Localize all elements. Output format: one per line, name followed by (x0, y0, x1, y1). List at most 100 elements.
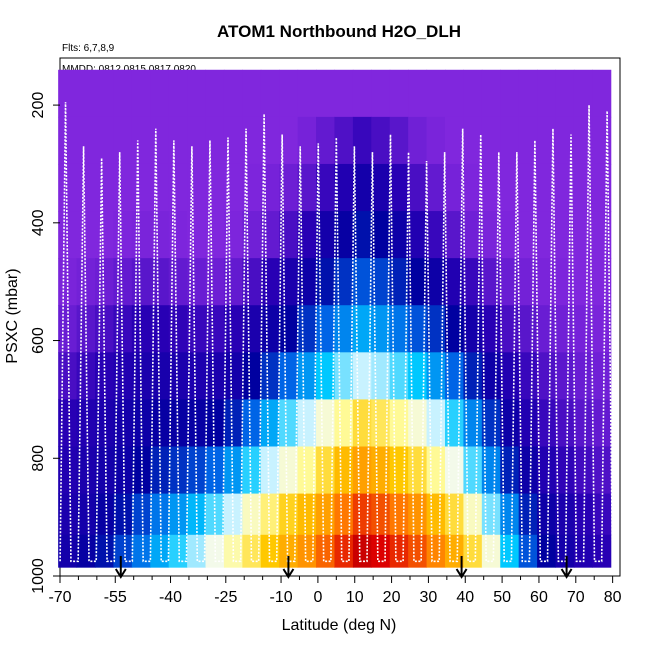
x-tick-label: 50 (493, 589, 511, 606)
heatmap-cell (426, 493, 446, 536)
heatmap-cell (58, 399, 78, 447)
heatmap-cell (131, 211, 151, 259)
heatmap-cell (316, 534, 335, 568)
profile-arrows (114, 556, 573, 579)
profile-arrow-head (282, 568, 295, 579)
heatmap-cell (187, 163, 207, 212)
heatmap-cell (58, 116, 78, 165)
heatmap-cell (242, 69, 262, 118)
heatmap-cell (279, 534, 299, 568)
heatmap-cell (223, 69, 243, 118)
heatmap-cell (58, 352, 78, 400)
heatmap-cell (481, 116, 501, 165)
profile-arrow-head (455, 568, 468, 579)
heatmap-cell (223, 399, 243, 447)
flight-track (59, 102, 614, 563)
heatmap-cell (76, 446, 96, 495)
heatmap-cell (481, 493, 501, 536)
heatmap-cell (445, 116, 464, 165)
heatmap-cell (592, 211, 612, 259)
heatmap-cell (316, 69, 335, 118)
heatmap-cell (408, 399, 428, 447)
heatmap-cell (95, 211, 114, 259)
heatmap-cell (150, 305, 170, 353)
heatmap-cell (242, 258, 262, 306)
heatmap-cell (260, 534, 280, 568)
heatmap-cell (555, 399, 575, 447)
heatmap-cell (592, 305, 612, 353)
heatmap-cell (408, 305, 428, 353)
heatmap-cell (316, 211, 335, 259)
heatmap-cell (95, 534, 114, 568)
heatmap-cell (150, 69, 170, 118)
heatmap-cell (58, 163, 78, 212)
heatmap-cell (316, 305, 335, 353)
heatmap-cell (463, 211, 483, 259)
x-tick-label: 70 (567, 589, 585, 606)
heatmap-cell (408, 493, 428, 536)
heatmap-cell (334, 399, 354, 447)
x-tick-label: -40 (159, 589, 182, 606)
heatmap-cell (426, 116, 446, 165)
heatmap-cell (371, 116, 391, 165)
heatmap-cell (187, 399, 207, 447)
heatmap-cell (297, 163, 317, 212)
heatmap-cell (260, 352, 280, 400)
heatmap-cell (463, 399, 483, 447)
heatmap-cell (500, 493, 520, 536)
heatmap-cell (113, 305, 133, 353)
heatmap-cell (500, 258, 520, 306)
heatmap-cell (223, 446, 243, 495)
heatmap-cell (187, 446, 207, 495)
heatmap-cell (518, 305, 538, 353)
heatmap-cell (481, 305, 501, 353)
heatmap-cell (113, 258, 133, 306)
heatmap-cell (334, 446, 354, 495)
heatmap-cell (279, 69, 299, 118)
heatmap-cell (131, 493, 151, 536)
heatmap-cell (555, 493, 575, 536)
heatmap-cell (518, 163, 538, 212)
heatmap-cell (408, 116, 428, 165)
heatmap-cell (445, 446, 464, 495)
y-tick-label: 200 (30, 92, 47, 119)
heatmap-cell (463, 116, 483, 165)
y-tick-label: 800 (30, 445, 47, 472)
heatmap-cell (426, 534, 446, 568)
heatmap-cell (260, 116, 280, 165)
heatmap-cell (131, 305, 151, 353)
heatmap-cell (242, 305, 262, 353)
heatmap-cell (223, 258, 243, 306)
heatmap-cell (260, 211, 280, 259)
x-tick-label: 40 (456, 589, 474, 606)
heatmap-cell (573, 399, 593, 447)
heatmap-cell (445, 163, 464, 212)
heatmap-cell (279, 446, 299, 495)
heatmap-cell (408, 258, 428, 306)
heatmap-cell (371, 305, 391, 353)
heatmap-cell (150, 258, 170, 306)
heatmap-cell (316, 446, 335, 495)
heatmap-cell (481, 163, 501, 212)
heatmap-cell (500, 163, 520, 212)
heatmap-cell (371, 446, 391, 495)
heatmap-cell (187, 69, 207, 118)
heatmap-cell (242, 116, 262, 165)
heatmap-cell (168, 116, 188, 165)
y-tick-label: 1000 (30, 558, 47, 594)
x-axis: -70 -55 -40 -25 -10 0 10 20 30 40 50 60 70 80 (48, 576, 622, 606)
heatmap-cell (168, 399, 188, 447)
heatmap-cell (463, 305, 483, 353)
heatmap-cell (223, 534, 243, 568)
heatmap-cell (500, 399, 520, 447)
heatmap-cell (260, 493, 280, 536)
heatmap-cell (389, 493, 409, 536)
heatmap-cell (95, 258, 114, 306)
heatmap-cell (334, 163, 354, 212)
heatmap-cell (573, 493, 593, 536)
heatmap-cell (537, 493, 557, 536)
heatmap-cell (131, 534, 151, 568)
x-tick-label: 30 (420, 589, 438, 606)
x-axis-label: Latitude (deg N) (282, 617, 397, 634)
heatmap-cell (279, 399, 299, 447)
